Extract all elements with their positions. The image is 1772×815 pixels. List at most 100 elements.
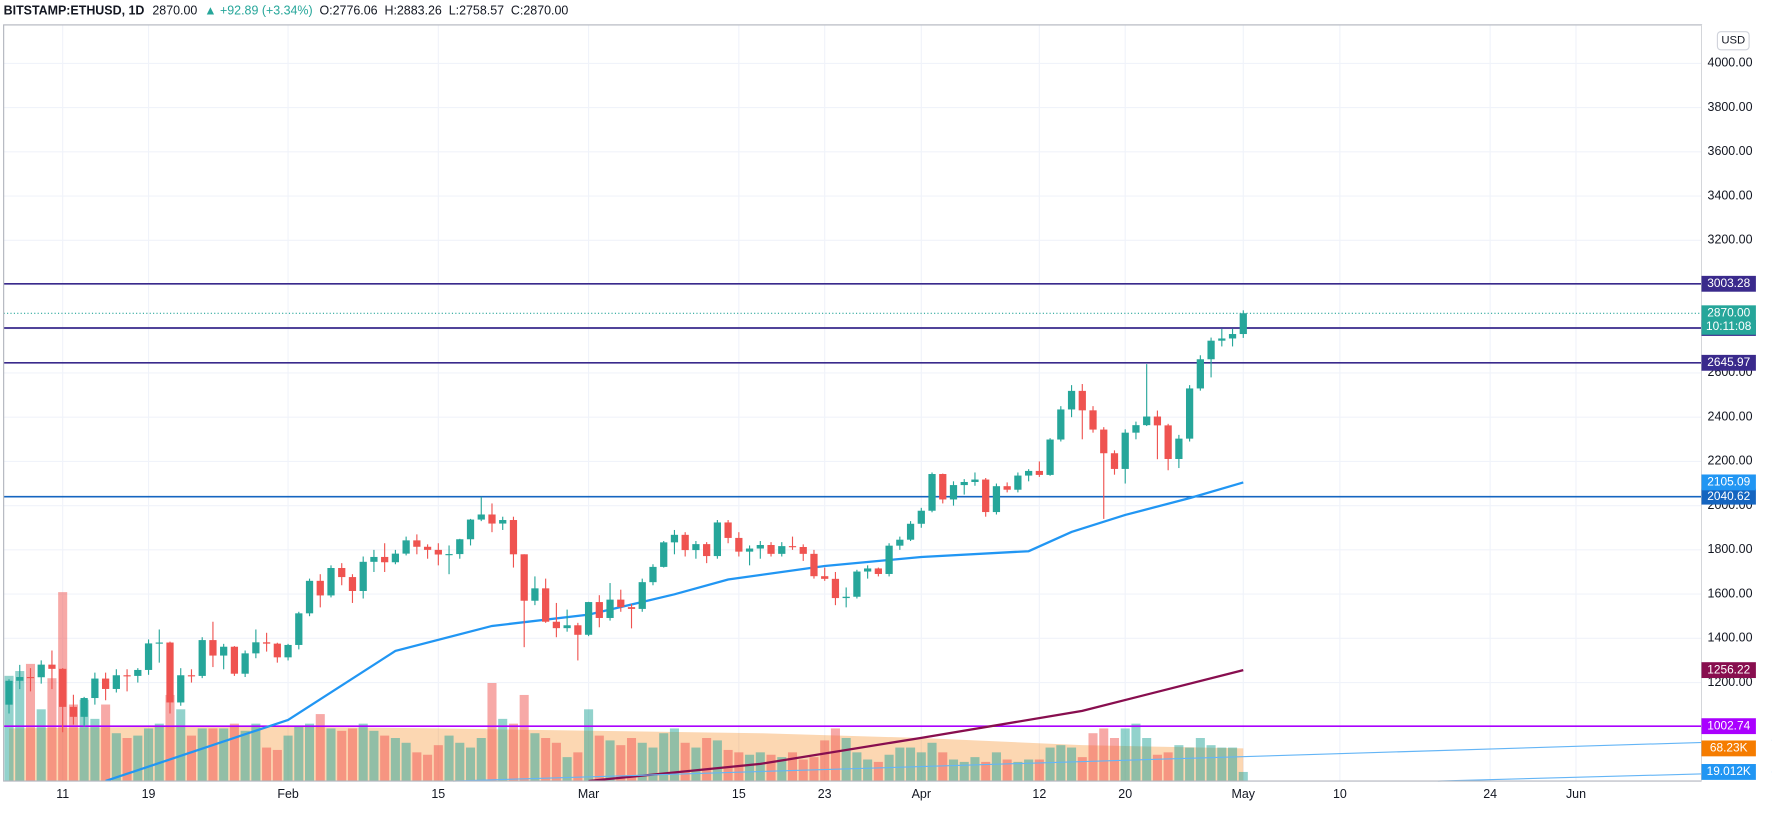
candle-body [509,520,518,555]
volume-bar [1228,747,1238,782]
candle-body [1035,470,1043,475]
volume-bar [498,718,508,782]
x-tick-label: 12 [1032,787,1046,801]
ma-label: 1256.22 [1707,662,1750,676]
level-label-box [1701,354,1756,371]
candle-body [1121,432,1129,469]
candle-body [434,549,442,555]
y-tick-label: 3400.00 [1708,188,1753,202]
candle-body [295,613,303,645]
volume-bar [79,699,89,782]
volume-bar [401,742,411,782]
volume-bar [68,704,78,782]
candle-body [499,520,507,524]
candle-body [960,481,968,486]
candle-body [198,640,206,676]
candle-body [1153,416,1162,426]
symbol: BITSTAMP:ETHUSD, 1D [4,4,145,18]
y-tick-label: 1400.00 [1708,631,1753,645]
volume-bar [659,733,669,782]
last-price-label: 2870.00 [1707,305,1750,319]
candle-body [327,568,335,596]
volume-bar [541,737,551,782]
candle-body [756,545,764,549]
volume-bar [476,737,486,782]
volume-bar [133,735,143,782]
candle-body [305,580,314,614]
candle-body [649,566,657,583]
volume-bar [873,761,883,782]
volume-bar [251,723,261,782]
candle-body [842,596,850,599]
volume-bar [970,757,980,782]
candle-body [831,578,840,599]
x-tick-label: 23 [818,787,832,801]
candle-body [1025,470,1033,476]
volume-bar [830,728,840,782]
candle-body [552,621,561,629]
candle-body [1218,338,1226,341]
volume-label-box [1701,764,1756,780]
candle-body [241,653,249,674]
high: H:2883.26 [384,4,441,18]
volume-bar [702,737,712,782]
open: O:2776.06 [320,4,378,18]
candle-body [187,675,196,677]
y-tick-label: 2400.00 [1708,409,1753,423]
candle-body [16,677,24,681]
volume-bar [1034,759,1044,782]
candle-body [284,644,292,658]
candle-body [262,642,271,644]
candle-body [316,580,324,596]
candle-body [939,474,947,500]
y-tick-label: 3800.00 [1708,100,1753,114]
volume-bar [551,742,561,782]
candle-body [101,678,110,689]
volume-bar [1088,733,1098,782]
volume-bar [25,663,36,782]
volume-bar [1174,745,1184,782]
volume-bar [594,735,604,782]
volume-bar [1152,754,1162,782]
candle-body [638,582,646,609]
candle-body [445,554,453,556]
candle-body [1089,410,1097,430]
candle-body [745,548,754,552]
candle-body [220,646,228,656]
volume-bar [938,752,948,782]
volume-bar [1077,757,1087,782]
x-tick-label: Mar [578,787,599,801]
candle-body [370,556,378,562]
moving-average [588,669,1244,782]
candle-body [1100,429,1108,454]
candle-body [1110,453,1119,469]
candle-body [359,561,367,592]
currency-box [1716,31,1750,51]
volume-bar [1056,745,1066,782]
volume-bar [262,747,272,782]
candle-body [788,546,797,548]
volume-bar [423,754,433,782]
volume-bar [1120,728,1130,782]
volume-bar [412,752,422,782]
candle-body [1207,340,1215,360]
candle-body [1228,334,1237,339]
volume-bar [176,709,186,782]
candle-body [230,646,239,674]
candle-body [1078,390,1086,411]
candle-body [59,668,67,707]
volume-bar [144,728,154,782]
y-tick-label: 1800.00 [1708,542,1753,556]
volume-bar [519,694,529,782]
volume-bar [347,728,357,782]
volume-bar [165,694,175,782]
volume-bar [766,754,776,782]
volume-bar [562,757,572,782]
volume-bar [240,730,250,782]
change: ▲ +92.89 (+3.34%) [204,4,312,18]
x-tick-label: 19 [142,787,156,801]
volume-bar [948,759,959,782]
candle-body [660,542,668,567]
candle-body [37,664,45,678]
volume-bar [648,747,658,782]
